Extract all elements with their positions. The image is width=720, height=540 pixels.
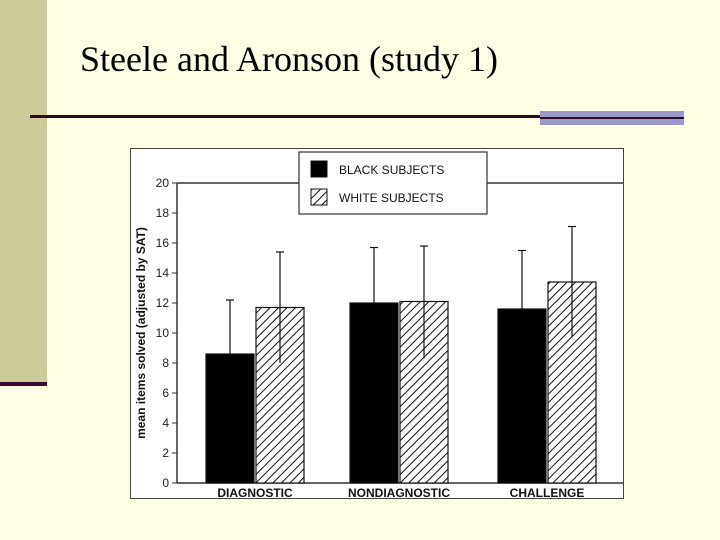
left-accent-bar xyxy=(0,0,47,382)
bars-layer xyxy=(205,225,597,484)
legend-swatch-black xyxy=(310,160,328,178)
x-category-label: DIAGNOSTIC xyxy=(217,486,293,498)
left-accent-underline xyxy=(0,382,47,386)
y-tick-label: 4 xyxy=(162,416,169,430)
bar-black-subjects xyxy=(497,308,547,484)
y-tick-label: 0 xyxy=(162,476,169,490)
bar-black-subjects xyxy=(349,302,399,484)
legend-label: BLACK SUBJECTS xyxy=(339,163,444,177)
y-tick-label: 18 xyxy=(156,206,170,220)
y-tick-label: 14 xyxy=(156,266,170,280)
legend-label: WHITE SUBJECTS xyxy=(339,191,444,205)
chart-svg: 0 2 4 6 8 10 12 14 16 18 20 mean items solved (adju… xyxy=(134,151,623,498)
y-tick-label: 8 xyxy=(162,356,169,370)
y-tick-label: 20 xyxy=(156,176,170,190)
y-axis-label: mean items solved (adjusted by SAT) xyxy=(134,227,148,439)
legend-layer: BLACK SUBJECTS WHITE SUBJECTS xyxy=(298,151,488,215)
legend-box xyxy=(298,151,488,215)
y-tick-label: 10 xyxy=(156,326,170,340)
bar-black-subjects xyxy=(205,353,255,484)
y-tick-label: 16 xyxy=(156,236,170,250)
slide-title: Steele and Aronson (study 1) xyxy=(80,39,498,79)
y-tick-label: 2 xyxy=(162,446,169,460)
x-category-label: CHALLENGE xyxy=(510,486,585,498)
y-tick-label: 12 xyxy=(156,296,170,310)
bar-chart: 0 2 4 6 8 10 12 14 16 18 20 mean items solved (adju… xyxy=(130,148,624,499)
title-rule xyxy=(30,115,540,118)
legend-swatch-white xyxy=(310,188,328,206)
x-category-label: NONDIAGNOSTIC xyxy=(348,486,450,498)
y-tick-label: 6 xyxy=(162,386,169,400)
title-rule-accent-line xyxy=(540,117,684,119)
